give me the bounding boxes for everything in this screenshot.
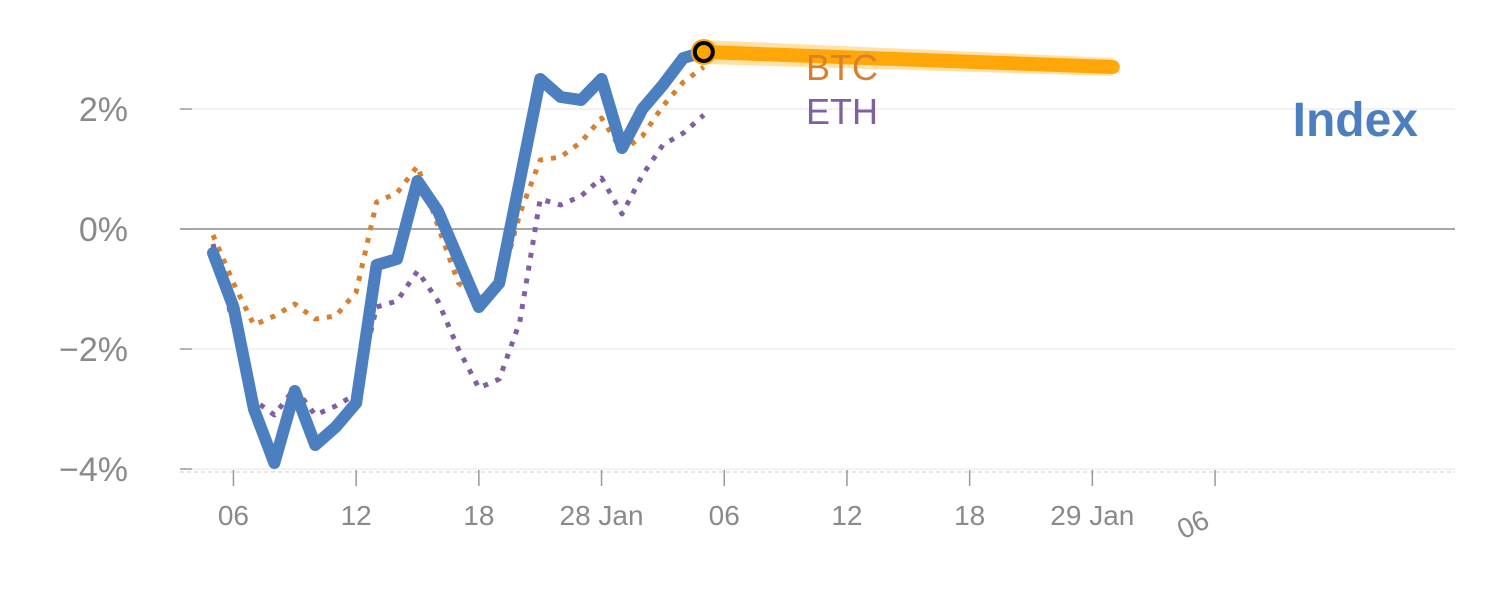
x-tick-label: 06 [1172,504,1213,545]
series-line-btc [210,64,706,328]
series-line-index [207,46,710,469]
forecast-band [696,40,1120,76]
x-tick-label: 29 Jan [1050,500,1134,531]
x-tick-label: 12 [831,500,862,531]
series-label-eth: ETH [806,91,878,132]
axes: 2% 0% −2% −4% 06 12 18 28 Jan 06 12 18 29 Jan 06 [59,91,1455,545]
series-label-index: Index [1293,94,1419,147]
end-marker [692,41,715,63]
x-tick-label: 12 [341,500,372,531]
y-tick-label: 0% [79,211,128,249]
x-tick-label: 06 [709,500,740,531]
x-tick-label: 18 [954,500,985,531]
y-tick-label: −4% [59,451,128,489]
forecast-line [696,45,1120,74]
x-tick-label: 28 Jan [560,500,644,531]
y-tick-label: 2% [79,91,128,129]
series-label-btc: BTC [806,47,878,88]
x-tick-label: 18 [463,500,494,531]
x-tick-label: 06 [218,500,249,531]
series-lines [207,39,717,469]
series-line-eth [210,113,706,418]
grid-lines [180,108,1455,470]
y-tick-label: −2% [59,331,128,369]
